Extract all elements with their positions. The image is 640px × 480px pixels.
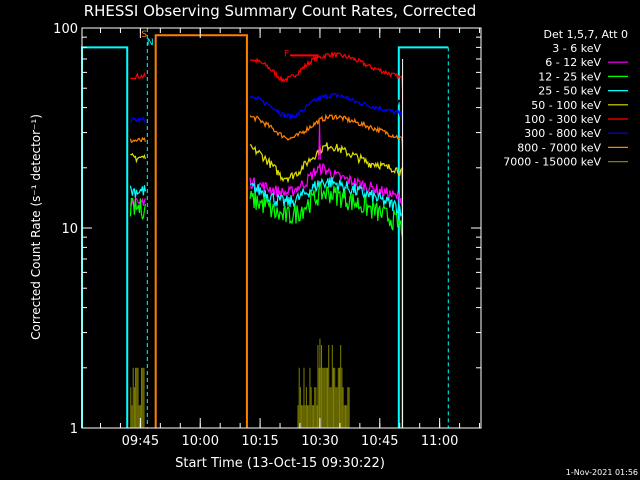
flag-f: F [284, 50, 289, 60]
legend-label: 25 - 50 keV [538, 85, 601, 98]
x-tick-label: 10:45 [361, 434, 398, 449]
timestamp: 1-Nov-2021 01:56 [566, 468, 638, 477]
night-indicator [397, 46, 449, 428]
flag-n: N [147, 38, 154, 48]
x-tick-label: 11:00 [421, 434, 458, 449]
series-line [129, 136, 146, 144]
series-line [130, 152, 146, 164]
series-line [129, 116, 146, 124]
legend-label: 800 - 7000 keV [517, 141, 601, 154]
legend-label: 12 - 25 keV [538, 70, 601, 83]
series-line [129, 185, 146, 198]
legend-label: 3 - 6 keV [552, 42, 601, 55]
legend-header: Det 1,5,7, Att 0 [544, 28, 628, 41]
series-line [130, 71, 146, 80]
series-line [249, 82, 403, 113]
flag-s: S [141, 30, 147, 40]
x-axis-label: Start Time (13-Oct-15 09:30:22) [175, 456, 385, 471]
legend-label: 300 - 800 keV [524, 127, 601, 140]
x-tick-label: 10:30 [301, 434, 338, 449]
x-tick-label: 10:00 [182, 434, 219, 449]
series-line [249, 142, 403, 184]
series-line [249, 182, 403, 238]
x-tick-label: 10:15 [241, 434, 278, 449]
y-tick-label: 1 [70, 422, 78, 437]
series-line [249, 113, 403, 148]
chart-title: RHESSI Observing Summary Count Rates, Co… [84, 2, 477, 20]
y-tick-label: 100 [53, 22, 78, 37]
x-tick-label: 09:45 [122, 434, 159, 449]
series-line [129, 197, 146, 220]
legend-label: 7000 - 15000 keV [503, 156, 601, 169]
y-axis-label: Corrected Count Rate (s⁻¹ detector⁻¹) [29, 114, 43, 340]
series-line [250, 177, 403, 218]
legend-label: 6 - 12 keV [545, 56, 601, 69]
y-tick-label: 10 [61, 222, 78, 237]
series-line [249, 163, 403, 209]
legend-label: 50 - 100 keV [531, 99, 601, 112]
legend-label: 100 - 300 keV [524, 113, 601, 126]
series-line [129, 93, 146, 101]
series-spike [318, 119, 321, 160]
series-line [250, 51, 403, 88]
series-line [249, 92, 403, 124]
